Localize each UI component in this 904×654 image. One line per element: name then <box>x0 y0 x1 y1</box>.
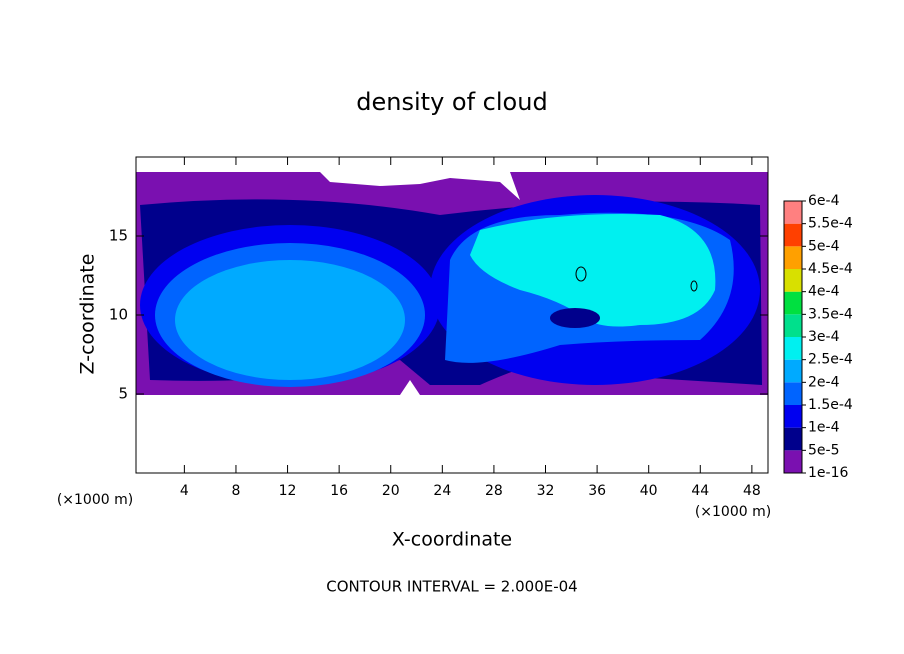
colorbar-label: 1e-4 <box>808 420 840 436</box>
x-axis-label: X-coordinate <box>392 529 512 551</box>
colorbar-label: 1.5e-4 <box>808 397 853 413</box>
y-tick-label: 15 <box>109 227 128 245</box>
colorbar-label: 1e-16 <box>808 465 848 481</box>
colorbar-label: 4e-4 <box>808 284 840 300</box>
colorbar-label: 2e-4 <box>808 374 840 390</box>
colorbar-label: 6e-4 <box>808 193 840 209</box>
field-region <box>470 214 716 327</box>
colorbar-band <box>784 314 802 337</box>
field-region <box>550 308 600 328</box>
x-tick-label: 8 <box>231 483 240 499</box>
colorbar-band <box>784 359 802 383</box>
colorbar-label: 3.5e-4 <box>808 306 853 322</box>
colorbar-label: 2.5e-4 <box>808 352 853 368</box>
x-unit-label: (×1000 m) <box>57 492 133 508</box>
x-unit-label: (×1000 m) <box>695 504 771 520</box>
x-tick-label: 44 <box>691 483 709 499</box>
x-tick-label: 48 <box>743 483 761 499</box>
field-region <box>575 266 587 282</box>
x-tick-label: 16 <box>330 483 348 499</box>
colorbar-label: 5.5e-4 <box>808 216 853 232</box>
colorbar-band <box>784 427 802 451</box>
colorbar-label: 5e-5 <box>808 442 839 458</box>
footer-note: CONTOUR INTERVAL = 2.000E-04 <box>326 578 577 596</box>
y-axis-label: Z-coordinate <box>77 254 99 375</box>
x-tick-label: 20 <box>382 483 400 499</box>
colorbar-band <box>784 201 802 224</box>
colorbar-band <box>784 223 802 247</box>
colorbar-band <box>784 291 802 315</box>
y-tick-label: 10 <box>109 306 128 324</box>
x-tick-label: 24 <box>433 483 451 499</box>
x-tick-label: 4 <box>180 483 189 499</box>
colorbar-band <box>784 405 802 428</box>
colorbar-band <box>784 337 802 360</box>
colorbar-label: 3e-4 <box>808 329 840 345</box>
colorbar-label: 5e-4 <box>808 238 840 254</box>
x-tick-label: 32 <box>537 483 555 499</box>
x-tick-label: 40 <box>640 483 658 499</box>
x-tick-label: 36 <box>588 483 606 499</box>
contour-field <box>136 172 768 395</box>
colorbar-band <box>784 382 802 405</box>
x-tick-label: 28 <box>485 483 503 499</box>
y-tick-label: 5 <box>118 385 128 403</box>
colorbar-label: 4.5e-4 <box>808 261 853 277</box>
chart-title: density of cloud <box>356 88 547 116</box>
colorbar-band <box>784 450 802 473</box>
colorbar-band <box>784 246 802 269</box>
colorbar-band <box>784 269 802 292</box>
field-region <box>175 260 405 380</box>
field-region <box>690 280 698 292</box>
x-tick-label: 12 <box>279 483 297 499</box>
